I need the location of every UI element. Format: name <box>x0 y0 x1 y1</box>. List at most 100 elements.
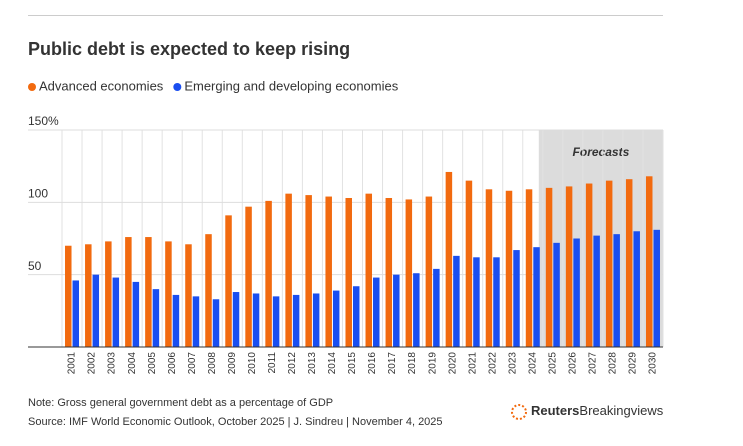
bar <box>152 289 160 347</box>
bar <box>92 274 100 347</box>
legend-swatch <box>28 83 36 91</box>
bar <box>165 241 172 347</box>
x-tick-label: 2023 <box>507 352 518 375</box>
x-tick-label: 2022 <box>487 352 498 375</box>
x-tick-label: 2016 <box>367 352 378 375</box>
bar <box>393 274 400 347</box>
bar <box>605 180 613 347</box>
bar <box>345 197 352 347</box>
bar <box>433 268 440 347</box>
bar <box>365 193 373 347</box>
bar <box>72 280 80 347</box>
bar <box>633 231 640 347</box>
bar <box>593 235 600 347</box>
x-tick-label: 2013 <box>307 352 318 375</box>
x-tick-label: 2015 <box>347 352 358 375</box>
legend-swatch <box>173 83 182 91</box>
x-tick-label: 2008 <box>207 352 218 375</box>
bar <box>653 229 660 347</box>
x-tick-label: 2011 <box>267 352 278 374</box>
x-tick-label: 2019 <box>427 352 438 375</box>
x-tick-label: 2007 <box>187 352 198 375</box>
bar <box>373 277 380 347</box>
x-tick-label: 2014 <box>327 352 338 375</box>
note: Note: Gross general government debt as a… <box>28 397 333 409</box>
bar <box>305 195 312 347</box>
bar <box>645 176 653 347</box>
logo-product: Breakingviews <box>579 403 663 418</box>
bar <box>212 299 220 347</box>
x-tick-label: 2025 <box>547 352 558 375</box>
x-tick-label: 2021 <box>467 352 478 375</box>
plot: Forecasts 50 100 150% 2001 2002 2003 2004 2005 20… <box>28 114 664 375</box>
bar <box>292 294 300 347</box>
bar <box>465 180 473 347</box>
y-tick-label: 50 <box>28 259 42 273</box>
x-tick-label: 2026 <box>567 352 578 375</box>
forecast-label: Forecasts <box>573 145 630 159</box>
bar <box>105 241 112 347</box>
bar <box>145 237 152 347</box>
x-tick-label: 2030 <box>648 352 659 375</box>
bar <box>553 242 560 347</box>
bar <box>573 238 580 347</box>
bar <box>545 187 553 347</box>
bar <box>413 273 420 347</box>
logo-brand: Reuters <box>531 403 579 418</box>
y-tick-label: 100 <box>28 187 48 201</box>
logo: ReutersBreakingviews <box>511 403 664 420</box>
bar <box>245 206 252 347</box>
bar <box>272 296 280 347</box>
x-tick-label: 2024 <box>527 352 538 375</box>
bar <box>425 196 433 347</box>
bar <box>312 293 320 347</box>
x-tick-label: 2018 <box>407 352 418 375</box>
logo-icon <box>511 404 527 420</box>
bar <box>565 186 573 347</box>
bar <box>112 277 120 347</box>
bar <box>453 255 460 347</box>
x-tick-label: 2009 <box>227 352 238 375</box>
bar <box>613 234 620 347</box>
bar <box>185 244 192 347</box>
bar <box>473 257 480 347</box>
x-tick-label: 2012 <box>287 352 298 375</box>
legend-label: Emerging and developing economies <box>184 78 398 93</box>
legend-label: Advanced economies <box>39 78 164 93</box>
bar <box>352 286 360 347</box>
bar <box>513 250 520 347</box>
bar <box>205 234 212 347</box>
bar <box>485 189 493 347</box>
y-tick-label: 150% <box>28 114 59 128</box>
x-tick-label: 2003 <box>107 352 118 375</box>
bar <box>533 247 540 347</box>
x-tick-label: 2029 <box>628 352 639 375</box>
x-tick-label: 2005 <box>147 352 158 375</box>
bar <box>85 244 92 347</box>
x-tick-label: 2004 <box>127 352 138 375</box>
bar <box>225 215 232 347</box>
bar <box>525 189 533 347</box>
chart-title: Public debt is expected to keep rising <box>28 39 350 59</box>
x-tick-label: 2001 <box>67 352 78 375</box>
x-tick-label: 2017 <box>387 352 398 375</box>
source: Source: IMF World Economic Outlook, Octo… <box>28 416 443 428</box>
bar <box>132 281 140 347</box>
x-tick-label: 2020 <box>447 352 458 375</box>
x-tick-label: 2010 <box>247 352 258 375</box>
bar <box>252 293 260 347</box>
bar <box>445 171 453 347</box>
bar <box>505 190 513 347</box>
bar <box>125 237 132 347</box>
x-tick-label: 2027 <box>588 352 599 375</box>
bar <box>385 197 393 347</box>
legend: Advanced economies Emerging and developin… <box>28 78 399 93</box>
bar <box>332 290 340 347</box>
bar <box>172 294 180 347</box>
bar <box>625 179 633 347</box>
bar <box>325 196 332 347</box>
bar <box>405 199 413 347</box>
bar <box>265 200 272 347</box>
x-tick-label: 2028 <box>608 352 619 375</box>
bar <box>192 296 200 347</box>
